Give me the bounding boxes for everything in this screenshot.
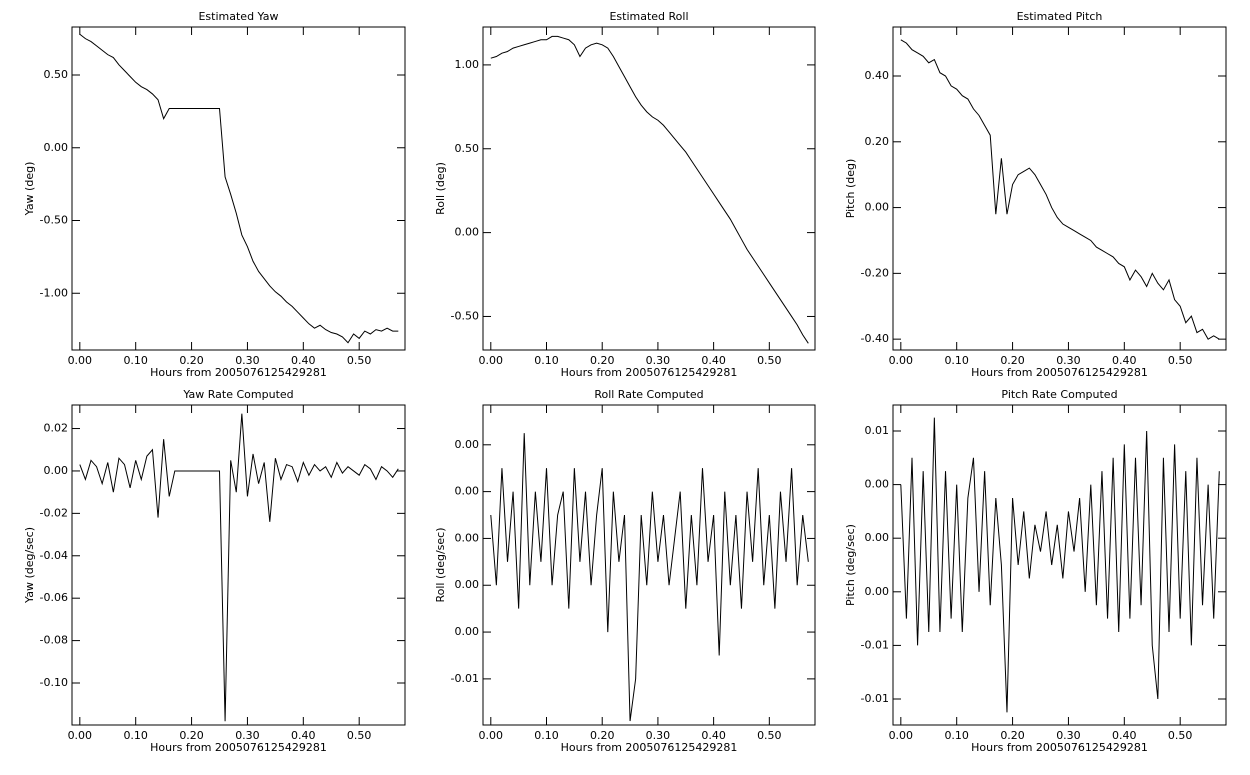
x-tick-label: 0.20 (590, 729, 615, 742)
x-tick-label: 0.10 (944, 729, 969, 742)
x-tick-label: 0.00 (68, 729, 93, 742)
y-tick-label: 0.00 (455, 578, 480, 591)
y-tick-label: 0.00 (455, 226, 480, 239)
x-axis-label: Hours from 2005076125429281 (150, 366, 327, 379)
x-axis-label: Hours from 2005076125429281 (561, 741, 738, 754)
chart-title: Yaw Rate Computed (182, 388, 293, 401)
y-tick-label: 0.00 (455, 438, 480, 451)
chart-title: Estimated Yaw (198, 10, 278, 23)
x-tick-label: 0.20 (1000, 354, 1025, 367)
y-tick-label: -0.20 (861, 266, 889, 279)
plot-frame (892, 404, 1227, 726)
x-tick-label: 0.10 (944, 354, 969, 367)
y-tick-label: -1.00 (40, 286, 68, 299)
x-axis-label: Hours from 2005076125429281 (971, 366, 1148, 379)
x-tick-label: 0.10 (123, 354, 148, 367)
y-tick-label: -0.06 (40, 591, 68, 604)
y-tick-label: 0.20 (865, 135, 890, 148)
y-axis-label: Yaw (deg/sec) (23, 527, 36, 604)
y-axis-label: Roll (deg) (434, 162, 447, 215)
x-axis-label: Hours from 2005076125429281 (150, 741, 327, 754)
x-axis-label: Hours from 2005076125429281 (561, 366, 738, 379)
x-tick-label: 0.50 (347, 354, 372, 367)
y-tick-label: -0.01 (451, 672, 479, 685)
x-tick-label: 0.40 (701, 729, 726, 742)
y-tick-label: -0.50 (40, 214, 68, 227)
y-tick-label: 0.00 (865, 585, 890, 598)
data-line (900, 39, 1220, 340)
x-tick-label: 0.10 (534, 729, 559, 742)
x-tick-label: 0.00 (889, 354, 914, 367)
x-tick-label: 0.30 (235, 729, 260, 742)
x-tick-label: 0.10 (534, 354, 559, 367)
y-axis-label: Pitch (deg/sec) (844, 524, 857, 606)
y-tick-label: -0.04 (40, 549, 68, 562)
x-tick-label: 0.40 (1112, 354, 1137, 367)
y-axis-label: Pitch (deg) (844, 159, 857, 219)
plot-frame (482, 404, 816, 726)
x-tick-label: 0.30 (1056, 354, 1081, 367)
x-tick-label: 0.00 (68, 354, 93, 367)
x-tick-label: 0.00 (479, 729, 504, 742)
y-tick-label: -0.02 (40, 506, 68, 519)
chart-title: Roll Rate Computed (594, 388, 703, 401)
chart-title: Pitch Rate Computed (1001, 388, 1117, 401)
x-tick-label: 0.40 (291, 354, 316, 367)
y-tick-label: 0.00 (455, 485, 480, 498)
data-line (490, 35, 809, 344)
x-tick-label: 0.30 (235, 354, 260, 367)
y-tick-label: 0.00 (865, 531, 890, 544)
data-line (79, 33, 399, 344)
y-tick-label: -0.10 (40, 676, 68, 689)
y-tick-label: 0.00 (455, 531, 480, 544)
x-axis-label: Hours from 2005076125429281 (971, 741, 1148, 754)
x-tick-label: 0.50 (757, 729, 782, 742)
x-tick-label: 0.20 (590, 354, 615, 367)
y-tick-label: 0.40 (865, 69, 890, 82)
y-tick-label: -0.01 (861, 692, 889, 705)
chart-title: Estimated Roll (609, 10, 688, 23)
y-tick-label: 0.00 (865, 201, 890, 214)
y-tick-label: 0.00 (44, 464, 69, 477)
y-tick-label: -0.01 (861, 638, 889, 651)
y-tick-label: 0.50 (455, 142, 480, 155)
x-tick-label: 0.00 (479, 354, 504, 367)
x-tick-label: 0.40 (701, 354, 726, 367)
y-tick-label: -0.50 (451, 309, 479, 322)
x-tick-label: 0.10 (123, 729, 148, 742)
y-axis-label: Roll (deg/sec) (434, 527, 447, 602)
x-tick-label: 0.50 (1168, 729, 1193, 742)
data-line (900, 417, 1220, 713)
plot-frame (892, 26, 1227, 351)
y-tick-label: 0.00 (865, 478, 890, 491)
y-tick-label: 0.02 (44, 422, 69, 435)
x-tick-label: 0.20 (179, 354, 204, 367)
x-tick-label: 0.20 (1000, 729, 1025, 742)
data-line (79, 413, 399, 722)
x-tick-label: 0.00 (889, 729, 914, 742)
x-tick-label: 0.50 (1168, 354, 1193, 367)
y-tick-label: 0.50 (44, 68, 69, 81)
y-tick-label: 1.00 (455, 58, 480, 71)
y-tick-label: 0.00 (455, 625, 480, 638)
plot-frame (71, 26, 406, 351)
x-tick-label: 0.30 (1056, 729, 1081, 742)
x-tick-label: 0.50 (757, 354, 782, 367)
y-axis-label: Yaw (deg) (23, 162, 36, 217)
data-line (490, 433, 809, 722)
chart-title: Estimated Pitch (1017, 10, 1103, 23)
x-tick-label: 0.50 (347, 729, 372, 742)
x-tick-label: 0.30 (646, 354, 671, 367)
y-tick-label: -0.08 (40, 634, 68, 647)
x-tick-label: 0.40 (291, 729, 316, 742)
y-tick-label: -0.40 (861, 332, 889, 345)
x-tick-label: 0.40 (1112, 729, 1137, 742)
x-tick-label: 0.30 (646, 729, 671, 742)
y-tick-label: 0.01 (865, 424, 890, 437)
y-tick-label: 0.00 (44, 141, 69, 154)
plot-frame (71, 404, 406, 726)
x-tick-label: 0.20 (179, 729, 204, 742)
plot-frame (482, 26, 816, 351)
